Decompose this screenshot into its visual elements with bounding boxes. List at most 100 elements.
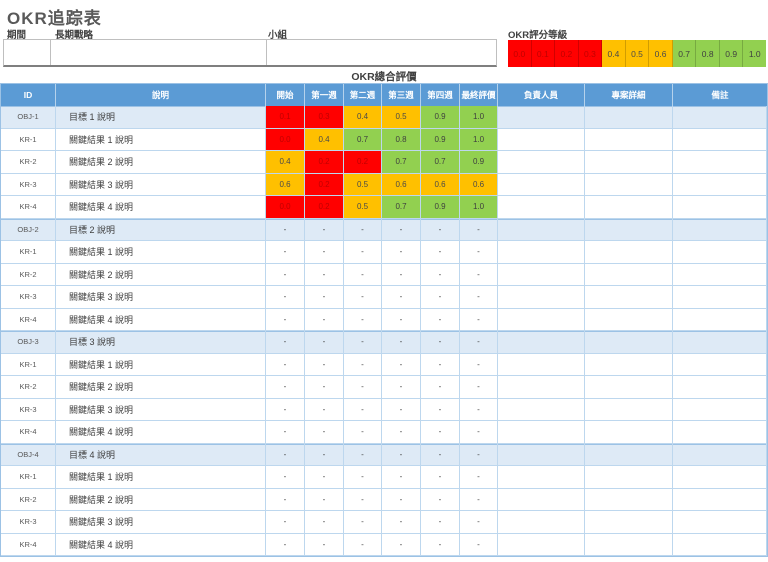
score-cell[interactable]: -	[305, 511, 344, 534]
score-cell[interactable]: -	[344, 421, 382, 444]
note-cell[interactable]	[673, 443, 767, 466]
score-cell[interactable]: -	[382, 308, 421, 331]
score-cell[interactable]: -	[382, 263, 421, 286]
note-cell[interactable]	[673, 488, 767, 511]
score-cell[interactable]: -	[266, 488, 305, 511]
score-cell[interactable]: -	[305, 218, 344, 241]
score-cell[interactable]: -	[344, 376, 382, 399]
score-cell[interactable]: -	[460, 353, 498, 376]
row-id-cell[interactable]: KR-2	[1, 488, 56, 511]
score-cell[interactable]: -	[266, 421, 305, 444]
score-cell[interactable]: -	[460, 263, 498, 286]
owner-cell[interactable]	[498, 511, 585, 534]
note-cell[interactable]	[673, 218, 767, 241]
row-desc-cell[interactable]: 目標 2 說明	[56, 218, 266, 241]
score-cell[interactable]: 0.0	[266, 128, 305, 151]
score-cell[interactable]: 0.6	[460, 173, 498, 196]
row-desc-cell[interactable]: 關鍵結果 1 說明	[56, 466, 266, 489]
detail-cell[interactable]	[585, 421, 673, 444]
row-desc-cell[interactable]: 關鍵結果 1 說明	[56, 241, 266, 264]
score-cell[interactable]: 0.2	[305, 151, 344, 174]
score-cell[interactable]: 0.9	[421, 106, 460, 129]
score-cell[interactable]: 0.5	[344, 196, 382, 219]
note-cell[interactable]	[673, 196, 767, 219]
score-cell[interactable]: -	[344, 286, 382, 309]
row-id-cell[interactable]: KR-4	[1, 196, 56, 219]
score-cell[interactable]: -	[305, 533, 344, 556]
score-cell[interactable]: -	[421, 353, 460, 376]
owner-cell[interactable]	[498, 466, 585, 489]
score-cell[interactable]: -	[344, 533, 382, 556]
owner-cell[interactable]	[498, 308, 585, 331]
row-id-cell[interactable]: KR-3	[1, 511, 56, 534]
score-cell[interactable]: -	[266, 286, 305, 309]
period-input[interactable]	[4, 40, 51, 65]
score-cell[interactable]: -	[305, 398, 344, 421]
owner-cell[interactable]	[498, 286, 585, 309]
owner-cell[interactable]	[498, 151, 585, 174]
note-cell[interactable]	[673, 308, 767, 331]
score-cell[interactable]: -	[421, 263, 460, 286]
score-cell[interactable]: -	[305, 331, 344, 354]
score-cell[interactable]: -	[460, 218, 498, 241]
row-id-cell[interactable]: KR-2	[1, 263, 56, 286]
score-cell[interactable]: -	[382, 241, 421, 264]
score-cell[interactable]: -	[421, 466, 460, 489]
row-desc-cell[interactable]: 關鍵結果 2 說明	[56, 376, 266, 399]
score-cell[interactable]: -	[421, 218, 460, 241]
score-cell[interactable]: -	[421, 488, 460, 511]
score-cell[interactable]: -	[421, 421, 460, 444]
score-cell[interactable]: -	[382, 533, 421, 556]
score-cell[interactable]: -	[266, 511, 305, 534]
row-id-cell[interactable]: KR-4	[1, 308, 56, 331]
detail-cell[interactable]	[585, 151, 673, 174]
strategy-input[interactable]	[51, 40, 267, 65]
note-cell[interactable]	[673, 466, 767, 489]
score-cell[interactable]: 0.7	[382, 151, 421, 174]
row-id-cell[interactable]: KR-1	[1, 128, 56, 151]
score-cell[interactable]: 0.1	[266, 106, 305, 129]
score-cell[interactable]: -	[460, 376, 498, 399]
score-cell[interactable]: -	[460, 466, 498, 489]
score-cell[interactable]: -	[421, 533, 460, 556]
score-cell[interactable]: 0.9	[421, 128, 460, 151]
row-id-cell[interactable]: OBJ-4	[1, 443, 56, 466]
row-desc-cell[interactable]: 關鍵結果 4 說明	[56, 421, 266, 444]
row-id-cell[interactable]: KR-3	[1, 286, 56, 309]
score-cell[interactable]: -	[266, 353, 305, 376]
score-cell[interactable]: -	[266, 398, 305, 421]
score-cell[interactable]: 0.4	[266, 151, 305, 174]
score-cell[interactable]: -	[421, 376, 460, 399]
detail-cell[interactable]	[585, 398, 673, 421]
score-cell[interactable]: 0.6	[382, 173, 421, 196]
row-desc-cell[interactable]: 關鍵結果 3 說明	[56, 398, 266, 421]
owner-cell[interactable]	[498, 241, 585, 264]
score-cell[interactable]: -	[460, 533, 498, 556]
score-cell[interactable]: -	[382, 331, 421, 354]
detail-cell[interactable]	[585, 353, 673, 376]
detail-cell[interactable]	[585, 376, 673, 399]
row-desc-cell[interactable]: 關鍵結果 1 說明	[56, 128, 266, 151]
row-desc-cell[interactable]: 關鍵結果 2 說明	[56, 488, 266, 511]
detail-cell[interactable]	[585, 218, 673, 241]
score-cell[interactable]: -	[460, 443, 498, 466]
owner-cell[interactable]	[498, 218, 585, 241]
row-desc-cell[interactable]: 關鍵結果 2 說明	[56, 263, 266, 286]
score-cell[interactable]: -	[305, 263, 344, 286]
score-cell[interactable]: -	[305, 376, 344, 399]
score-cell[interactable]: -	[382, 218, 421, 241]
score-cell[interactable]: 0.4	[305, 128, 344, 151]
score-cell[interactable]: 0.2	[344, 151, 382, 174]
score-cell[interactable]: 1.0	[460, 106, 498, 129]
owner-cell[interactable]	[498, 263, 585, 286]
score-cell[interactable]: -	[382, 421, 421, 444]
score-cell[interactable]: -	[344, 353, 382, 376]
score-cell[interactable]: 0.0	[266, 196, 305, 219]
detail-cell[interactable]	[585, 533, 673, 556]
score-cell[interactable]: -	[344, 398, 382, 421]
score-cell[interactable]: -	[382, 353, 421, 376]
score-cell[interactable]: -	[460, 511, 498, 534]
score-cell[interactable]: 0.5	[344, 173, 382, 196]
score-cell[interactable]: 1.0	[460, 128, 498, 151]
score-cell[interactable]: 0.3	[305, 106, 344, 129]
